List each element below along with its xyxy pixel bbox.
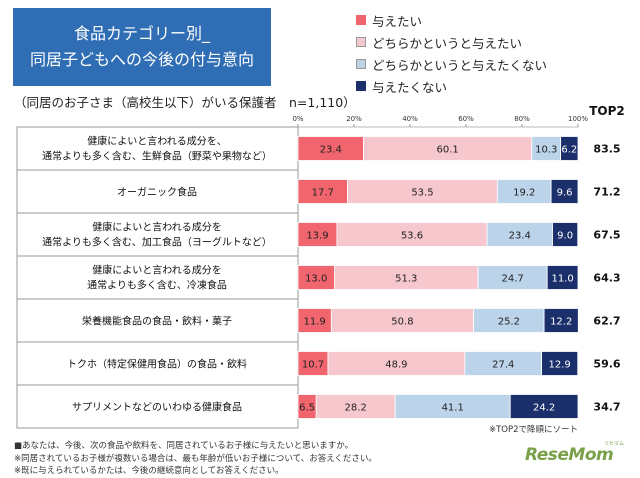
x-tick-label: 20% [346,115,362,123]
category-label: オーガニック食品 [117,186,197,199]
bar-value-label: 41.1 [442,403,464,414]
bar-value-label: 23.4 [509,231,531,242]
bar-value-label: 48.9 [385,360,407,371]
category-label: 通常よりも多く含む、加工食品（ヨーグルトなど） [42,236,272,249]
bar-value-label: 24.2 [533,403,555,414]
bar-value-label: 60.1 [437,145,459,156]
bar-value-label: 24.7 [501,274,523,285]
footnote-multiple-children: ※同居されているお子様が複数いる場合は、最も年齢が低いお子様について、お答えくだ… [14,453,377,466]
bar-value-label: 27.4 [492,360,514,371]
resemom-logo: ReseMom [525,445,613,465]
top2-value: 64.3 [593,272,620,285]
top2-value: 83.5 [593,143,620,156]
x-tick-label: 100% [568,115,588,123]
top2-value: 67.5 [593,229,620,242]
bar-value-label: 9.6 [557,188,573,199]
bar-value-label: 51.3 [395,274,417,285]
bar-value-label: 53.6 [401,231,423,242]
bar-value-label: 17.7 [312,188,334,199]
bar-value-label: 12.9 [549,360,571,371]
category-label: サプリメントなどのいわゆる健康食品 [72,401,242,414]
top2-value: 62.7 [593,315,620,328]
sort-note: ※TOP2で降順にソート [489,424,578,435]
category-label: 通常よりも多く含む、冷凍食品 [87,279,227,292]
stacked-bar-chart: 0% 20% 40% 60% 80% 100%TOP2健康によいと言われる成分を、通常より… [0,0,640,440]
x-tick-label: 0% [292,115,303,123]
top2-value: 59.6 [593,358,620,371]
x-tick-label: 40% [402,115,418,123]
footnote-continuation: ※既に与えられているかたは、今後の継続意向としてお答えください。 [14,465,377,478]
bar-value-label: 13.9 [306,231,328,242]
resemom-logo-sub: リセマム [604,440,624,447]
bar-value-label: 25.2 [498,317,520,328]
bar-value-label: 12.2 [550,317,572,328]
category-label-frame [17,127,298,428]
bar-value-label: 11.0 [551,274,573,285]
x-tick-label: 80% [514,115,530,123]
footnote-question: ■あなたは、今後、次の食品や飲料を、同居されているお子様に与えたいと思いますか。 [14,440,377,453]
bar-value-label: 19.2 [513,188,535,199]
bar-value-label: 6.5 [299,403,315,414]
bar-value-label: 11.9 [304,317,326,328]
x-tick-label: 60% [458,115,474,123]
footnotes: ■あなたは、今後、次の食品や飲料を、同居されているお子様に与えたいと思いますか。… [14,440,377,478]
category-label: 健康によいと言われる成分を [92,264,222,277]
bar-value-label: 50.8 [391,317,413,328]
bar-value-label: 10.7 [302,360,324,371]
category-label: 栄養機能食品の食品・飲料・菓子 [82,315,232,328]
bar-value-label: 10.3 [535,145,557,156]
bar-value-label: 53.5 [411,188,433,199]
top2-value: 34.7 [593,401,620,414]
bar-value-label: 9.0 [557,231,573,242]
top2-header: TOP2 [589,104,625,118]
bar-value-label: 23.4 [320,145,342,156]
bar-value-label: 6.2 [561,145,577,156]
category-label: トクホ（特定保健用食品）の食品・飲料 [67,358,247,371]
category-label: 健康によいと言われる成分を [92,221,222,234]
bar-value-label: 28.2 [345,403,367,414]
category-label: 通常よりも多く含む、生鮮食品（野菜や果物など） [42,150,272,163]
bar-value-label: 13.0 [305,274,327,285]
top2-value: 71.2 [593,186,620,199]
category-label: 健康によいと言われる成分を、 [87,135,227,148]
